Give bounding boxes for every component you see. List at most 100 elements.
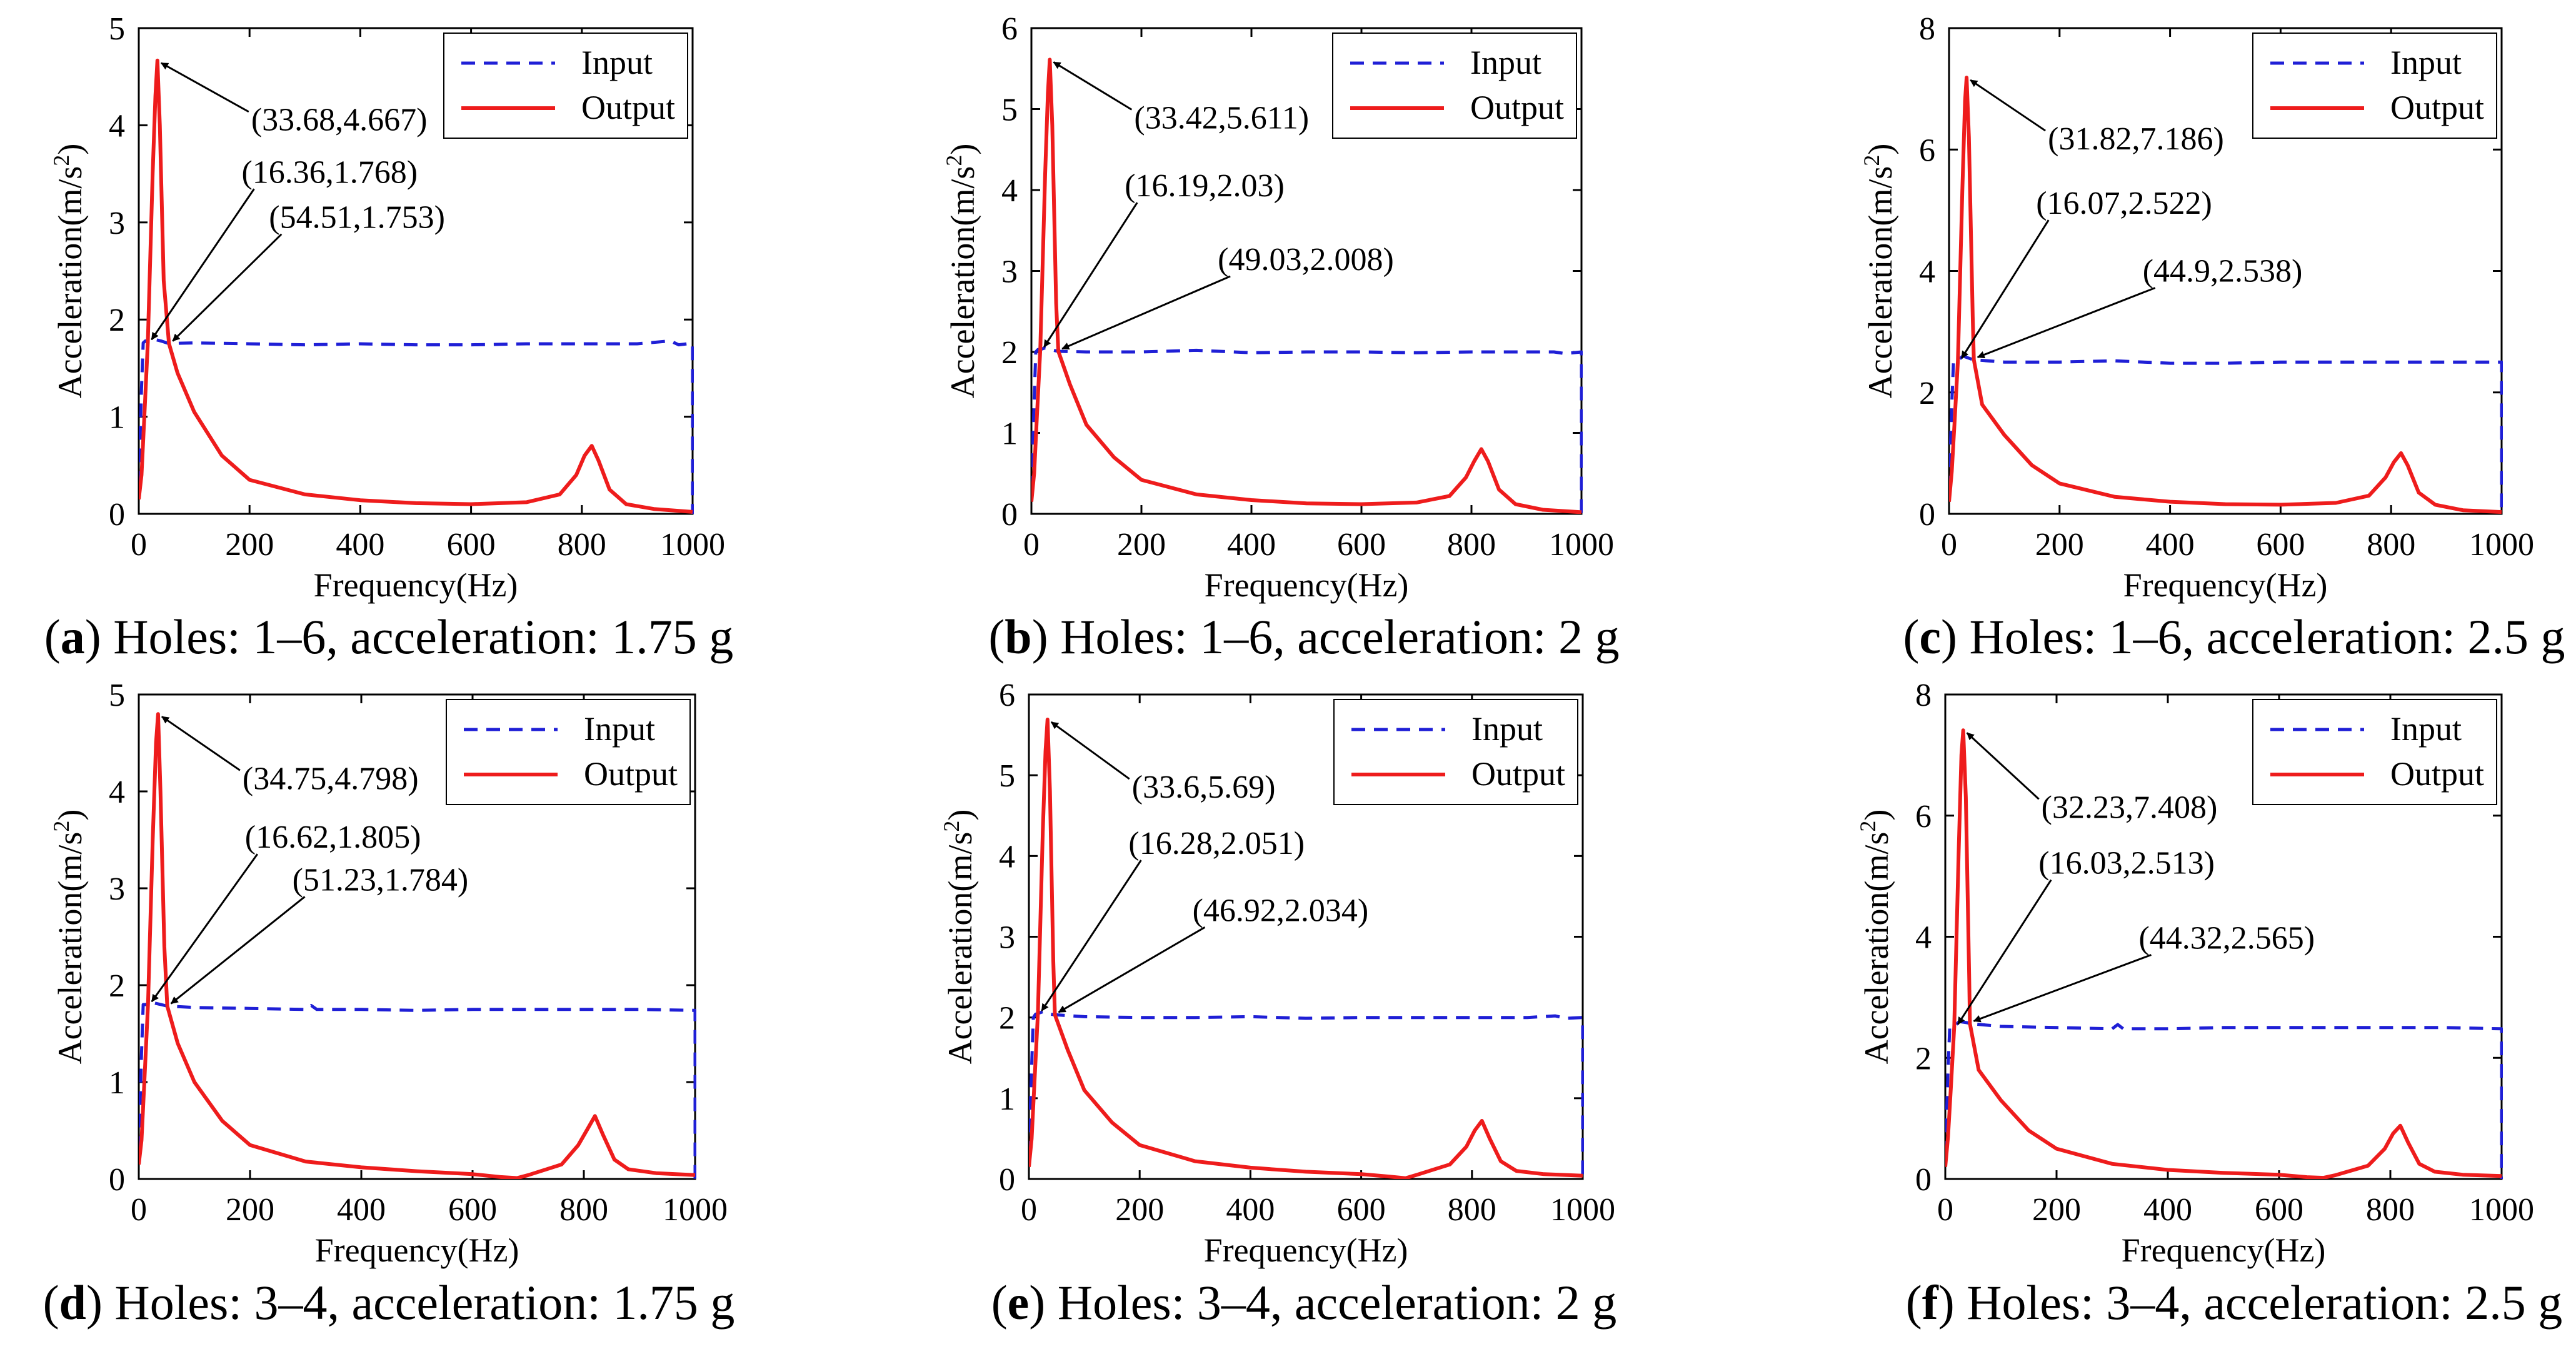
- annotation-arrow: [1977, 287, 2156, 359]
- series-output-line: [1949, 76, 2502, 514]
- annotation-label: (51.23,1.784): [293, 862, 469, 898]
- y-tick-label: 1: [999, 1081, 1015, 1117]
- panel-caption: (f) Holes: 3–4, acceleration: 2.5 g: [1906, 1275, 2562, 1330]
- y-axis-label: Acceleration(m/s2): [1859, 144, 1899, 399]
- annotation-label: (54.51,1.753): [269, 200, 445, 236]
- panel-c: 0 200 400 600 800 1000 0 2 4 6 8 Frequency(Hz) Accel…: [1859, 11, 2565, 664]
- y-axis-label: Acceleration(m/s2): [941, 144, 981, 399]
- panel-b: 0 200 400 600 800 1000 0 1 2 3 4 5 6 Frequency(Hz) Acc…: [941, 11, 1620, 664]
- y-tick-label: 6: [1915, 799, 1932, 835]
- caption-letter: c: [1919, 609, 1941, 664]
- legend-label-output: Output: [2390, 89, 2484, 126]
- legend-box: [443, 33, 688, 139]
- annotation-label: (16.03,2.513): [2038, 846, 2215, 881]
- caption-open: (: [1903, 609, 1919, 664]
- annotation-label: (44.9,2.538): [2143, 253, 2303, 289]
- x-axis-label: Frequency(Hz): [1204, 1231, 1408, 1269]
- series-output-line: [1029, 718, 1583, 1179]
- y-tick-label: 4: [999, 839, 1015, 875]
- x-tick-label: 0: [1941, 527, 1957, 563]
- panel-caption: (b) Holes: 1–6, acceleration: 2 g: [988, 609, 1619, 664]
- annotation-label: (16.28,2.051): [1128, 826, 1305, 861]
- annotation-arrow: [1058, 926, 1206, 1013]
- caption-letter: d: [59, 1275, 86, 1330]
- legend-label-output: Output: [1470, 89, 1564, 126]
- x-tick-label: 600: [448, 1192, 497, 1228]
- annotation-arrow: [1050, 721, 1130, 780]
- caption-text: ) Holes: 1–6, acceleration: 2.5 g: [1941, 609, 2565, 664]
- y-tick-label: 6: [999, 678, 1015, 713]
- annotation-arrow: [1041, 860, 1142, 1011]
- y-axis-label-close: ): [1862, 144, 1899, 155]
- y-tick-label: 1: [109, 1065, 125, 1101]
- y-axis-label-close: ): [1858, 810, 1895, 821]
- x-tick-label: 800: [2366, 1192, 2415, 1228]
- x-tick-label: 400: [337, 1192, 386, 1228]
- x-tick-label: 1000: [2469, 527, 2534, 563]
- x-tick-label: 200: [2035, 527, 2084, 563]
- caption-text: ) Holes: 1–6, acceleration: 2 g: [1032, 609, 1620, 664]
- y-tick-label: 1: [109, 400, 125, 436]
- x-tick-label: 400: [1227, 527, 1276, 563]
- y-axis-label-close: ): [51, 144, 89, 155]
- y-tick-label: 5: [109, 678, 125, 713]
- x-tick-label: 200: [226, 1192, 274, 1228]
- y-tick-label: 5: [1001, 93, 1018, 128]
- panel-caption: (e) Holes: 3–4, acceleration: 2 g: [991, 1275, 1617, 1330]
- y-tick-label: 0: [109, 497, 125, 533]
- x-tick-label: 400: [336, 527, 384, 563]
- caption-text: ) Holes: 3–4, acceleration: 1.75 g: [86, 1275, 735, 1330]
- legend-box: [2252, 699, 2497, 805]
- x-axis-label: Frequency(Hz): [2123, 566, 2328, 604]
- y-tick-label: 0: [999, 1162, 1015, 1198]
- x-tick-label: 600: [2255, 1192, 2303, 1228]
- x-tick-label: 1000: [663, 1192, 728, 1228]
- y-tick-label: 2: [1915, 1041, 1932, 1076]
- plot-frame: [138, 693, 696, 1180]
- caption-letter: f: [1922, 1275, 1939, 1330]
- x-tick-label: 600: [1337, 1192, 1386, 1228]
- y-tick-label: 5: [109, 11, 125, 47]
- y-axis-label: Acceleration(m/s2): [49, 810, 89, 1065]
- x-tick-label: 200: [2032, 1192, 2081, 1228]
- legend-label-output: Output: [1471, 755, 1565, 793]
- x-axis-label: Frequency(Hz): [2122, 1231, 2326, 1269]
- legend-label-output: Output: [2390, 755, 2484, 793]
- caption-open: (: [988, 609, 1005, 664]
- y-tick-label: 8: [1915, 678, 1932, 713]
- x-tick-label: 800: [558, 527, 606, 563]
- legend-label-input: Input: [2390, 44, 2462, 81]
- y-tick-label: 4: [1915, 920, 1932, 956]
- legend-label-input: Input: [1470, 44, 1541, 81]
- y-tick-label: 0: [109, 1162, 125, 1198]
- y-axis-label-superscript: 2: [939, 821, 964, 832]
- y-tick-label: 3: [1001, 254, 1018, 290]
- y-axis-label-superscript: 2: [1859, 155, 1884, 166]
- annotation-label: (16.07,2.522): [2036, 186, 2212, 221]
- x-tick-label: 0: [1023, 527, 1040, 563]
- series-output-line: [139, 58, 693, 514]
- legend-label-input: Input: [584, 710, 655, 748]
- y-tick-label: 4: [109, 775, 125, 810]
- y-axis-label-superscript: 2: [1855, 821, 1880, 832]
- y-axis-label: Acceleration(m/s2): [939, 810, 979, 1065]
- annotation-label: (33.68,4.667): [251, 103, 428, 138]
- series-output-line: [139, 712, 696, 1179]
- y-tick-label: 6: [1001, 11, 1018, 47]
- x-tick-label: 800: [1448, 1192, 1496, 1228]
- annotation-label: (16.19,2.03): [1125, 168, 1285, 204]
- annotation-label: (16.62,1.805): [245, 820, 421, 855]
- x-tick-label: 600: [2256, 527, 2305, 563]
- annotation-label: (33.6,5.69): [1132, 770, 1276, 805]
- x-tick-label: 1000: [2469, 1192, 2534, 1228]
- y-axis-label-superscript: 2: [49, 155, 74, 166]
- x-tick-label: 800: [559, 1192, 608, 1228]
- annotation-arrow: [151, 188, 255, 341]
- y-tick-label: 2: [1001, 335, 1018, 371]
- legend-box: [446, 699, 691, 805]
- annotation-label: (32.23,7.408): [2042, 790, 2218, 825]
- x-tick-label: 0: [1937, 1192, 1953, 1228]
- y-tick-label: 2: [109, 968, 125, 1004]
- y-tick-label: 5: [999, 758, 1015, 794]
